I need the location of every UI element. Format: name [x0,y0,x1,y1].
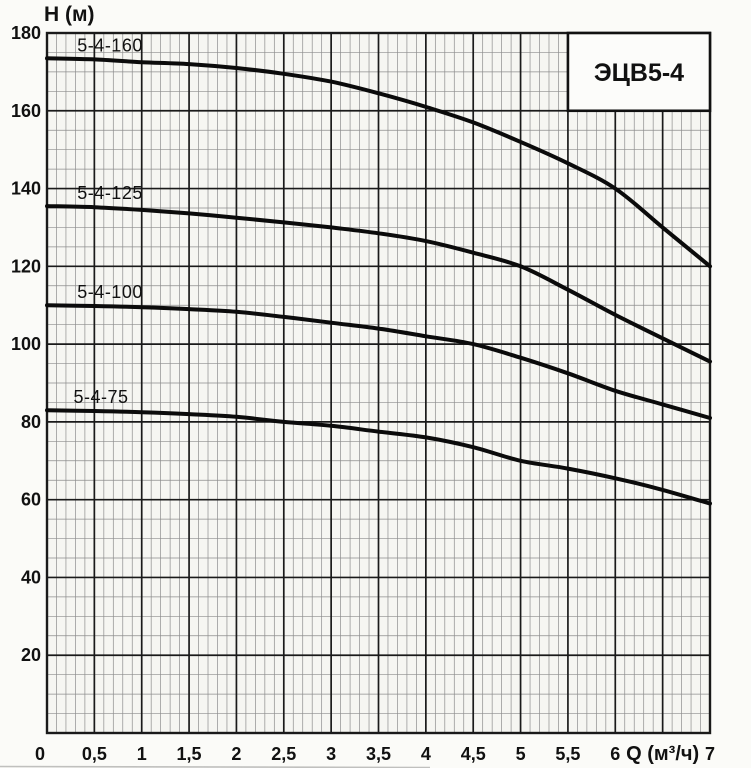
x-tick-label-3,5: 3,5 [366,744,391,764]
x-tick-label-6: 6 [610,744,620,764]
x-tick-label-0: 0 [35,744,45,764]
x-tick-label-0,5: 0,5 [82,744,107,764]
pump-curve-5-4-100 [45,303,712,420]
y-tick-label-40: 40 [21,567,41,587]
curve-label-5-4-100: 5-4-100 [77,282,143,302]
x-tick-label-2,5: 2,5 [271,744,296,764]
y-tick-label-100: 100 [11,334,41,354]
x-tick-label-7: 7 [705,744,715,764]
x-tick-label-5,5: 5,5 [555,744,580,764]
title-box [566,31,712,113]
x-tick-label-4,5: 4,5 [461,744,486,764]
y-tick-label-120: 120 [11,256,41,276]
y-tick-label-60: 60 [21,490,41,510]
y-tick-label-80: 80 [21,412,41,432]
x-tick-label-2: 2 [231,744,241,764]
x-tick-label-1: 1 [137,744,147,764]
y-axis-label: H (м) [44,3,95,26]
curve-label-5-4-125: 5-4-125 [77,183,143,203]
pump-curve-5-4-160 [45,56,712,269]
y-tick-label-180: 180 [11,23,41,43]
x-tick-label-4: 4 [421,744,431,764]
plot-border [45,31,712,735]
x-axis-label: Q (м³/ч) [626,743,699,765]
y-tick-label-20: 20 [21,645,41,665]
pump-curve-5-4-125 [45,204,712,364]
curve-label-5-4-75: 5-4-75 [74,387,129,407]
chart-title: ЭЦВ5-4 [594,59,684,87]
y-tick-label-140: 140 [11,179,41,199]
x-tick-label-5: 5 [516,744,526,764]
y-tick-label-160: 160 [11,101,41,121]
pump-curve-5-4-75 [45,408,712,506]
x-tick-label-3: 3 [326,744,336,764]
scan-edge-artifact [0,765,431,769]
x-tick-label-1,5: 1,5 [177,744,202,764]
curve-label-5-4-160: 5-4-160 [77,35,143,55]
